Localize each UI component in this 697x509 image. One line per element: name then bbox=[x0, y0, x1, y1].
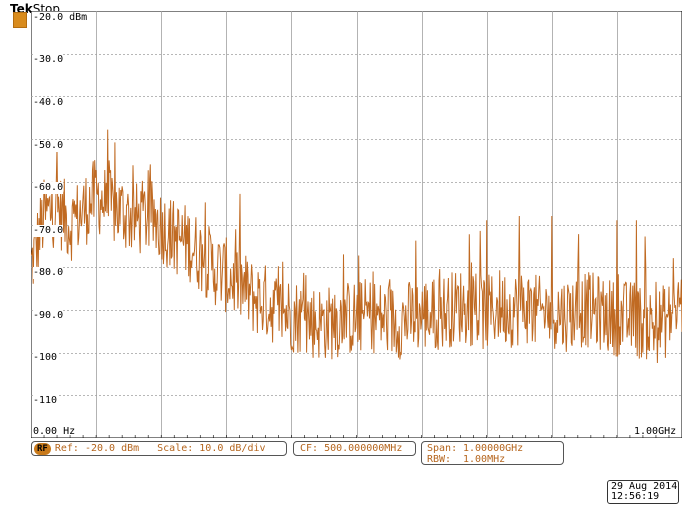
time-text: 12:56:19 bbox=[611, 491, 660, 502]
center-frequency-readout[interactable]: CF: 500.000000MHz bbox=[293, 441, 416, 456]
y-tick-label: -70.0 bbox=[33, 225, 64, 237]
y-tick-label: -90.0 bbox=[33, 310, 64, 322]
graticule-grid bbox=[31, 11, 682, 438]
graticule-ticks bbox=[31, 435, 682, 438]
date-time-display: 29 Aug 2014 12:56:19 bbox=[607, 480, 679, 504]
spectrum-svg bbox=[31, 11, 682, 438]
x-stop-label: 1.00GHz bbox=[634, 426, 677, 437]
cf-readout: CF: 500.000000MHz bbox=[300, 443, 403, 454]
rbw-key: RBW: bbox=[427, 454, 452, 465]
x-start-label: 0.00 Hz bbox=[33, 426, 76, 437]
ref-scale-readout[interactable]: RF Ref: -20.0 dBm Scale: 10.0 dB/div bbox=[31, 441, 287, 456]
span-key: Span: bbox=[427, 443, 458, 454]
rf-badge: RF bbox=[34, 442, 51, 455]
y-tick-label: -30.0 bbox=[33, 54, 64, 66]
scale-readout: Scale: 10.0 dB/div bbox=[157, 443, 266, 454]
y-tick-label: -40.0 bbox=[33, 97, 64, 109]
ref-level-label: -20.0 dBm bbox=[33, 12, 88, 24]
y-tick-label: -100 bbox=[33, 352, 58, 364]
spectrum-trace bbox=[31, 129, 682, 364]
span-rbw-readout[interactable]: Span: 1.00000GHz RBW: 1.00MHz bbox=[421, 441, 564, 465]
span-value: 1.00000GHz bbox=[463, 443, 524, 454]
y-tick-label: -80.0 bbox=[33, 267, 64, 279]
y-tick-label: -50.0 bbox=[33, 140, 64, 152]
date-text: 29 Aug 2014 bbox=[611, 481, 678, 492]
rf-channel-marker-icon bbox=[13, 12, 27, 28]
y-tick-label: -110 bbox=[33, 395, 58, 407]
ref-level-readout: Ref: -20.0 dBm bbox=[54, 443, 140, 454]
rbw-value: 1.00MHz bbox=[463, 454, 506, 465]
spectrum-plot[interactable] bbox=[31, 11, 682, 438]
y-tick-label: -60.0 bbox=[33, 182, 64, 194]
